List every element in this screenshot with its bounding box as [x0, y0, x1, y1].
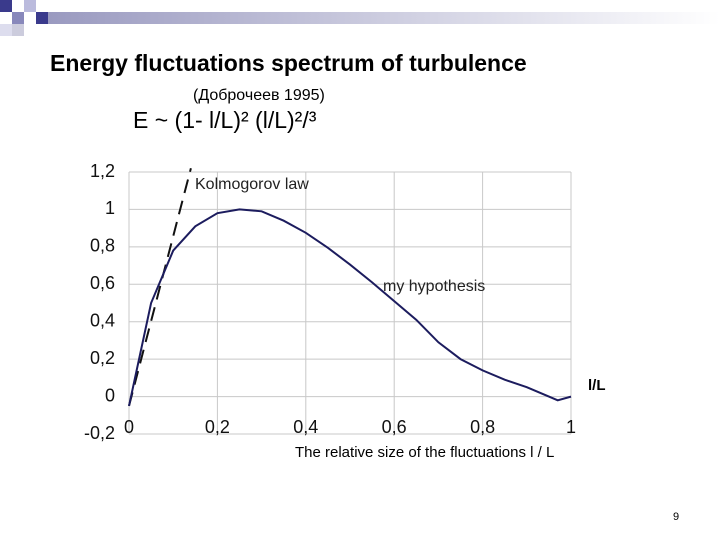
- y-tick-label: 0,2: [90, 348, 115, 368]
- y-tick-label: 0,8: [90, 236, 115, 256]
- dashed-line: [128, 168, 192, 407]
- y-tick-label: -0,2: [84, 423, 115, 443]
- formula: E ~ (1- l/L)² (l/L)²/³: [133, 107, 317, 133]
- series-label: my hypothesis: [383, 278, 485, 295]
- series-label: Kolmogorov law: [195, 176, 309, 193]
- series-line: [128, 208, 572, 407]
- x-tick-label: 1: [566, 417, 576, 437]
- y-tick-label: 0: [105, 385, 115, 405]
- x-axis-label: The relative size of the fluctuations l …: [295, 444, 554, 461]
- subtitle: (Доброчеев 1995): [193, 87, 325, 104]
- x-tick-label: 0,4: [293, 417, 318, 437]
- x-tick-label: 0,2: [205, 417, 230, 437]
- x-axis-annotation: l/L: [588, 377, 606, 394]
- y-tick-label: 1: [105, 198, 115, 218]
- y-tick-label: 0,6: [90, 273, 115, 293]
- x-tick-label: 0: [124, 417, 134, 437]
- title: Energy fluctuations spectrum of turbulen…: [50, 50, 527, 76]
- x-tick-label: 0,6: [382, 417, 407, 437]
- y-tick-label: 1,2: [90, 161, 115, 181]
- x-tick-label: 0,8: [470, 417, 495, 437]
- page-number: 9: [673, 511, 679, 523]
- y-tick-label: 0,4: [90, 310, 115, 330]
